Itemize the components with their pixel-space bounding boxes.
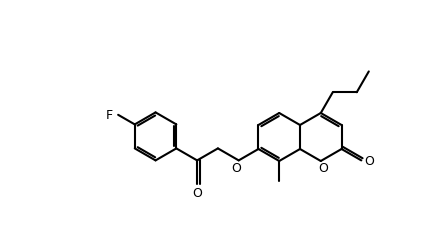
Text: O: O — [232, 161, 241, 174]
Text: F: F — [106, 109, 113, 122]
Text: O: O — [192, 186, 202, 199]
Text: O: O — [318, 162, 328, 175]
Text: O: O — [364, 154, 374, 167]
